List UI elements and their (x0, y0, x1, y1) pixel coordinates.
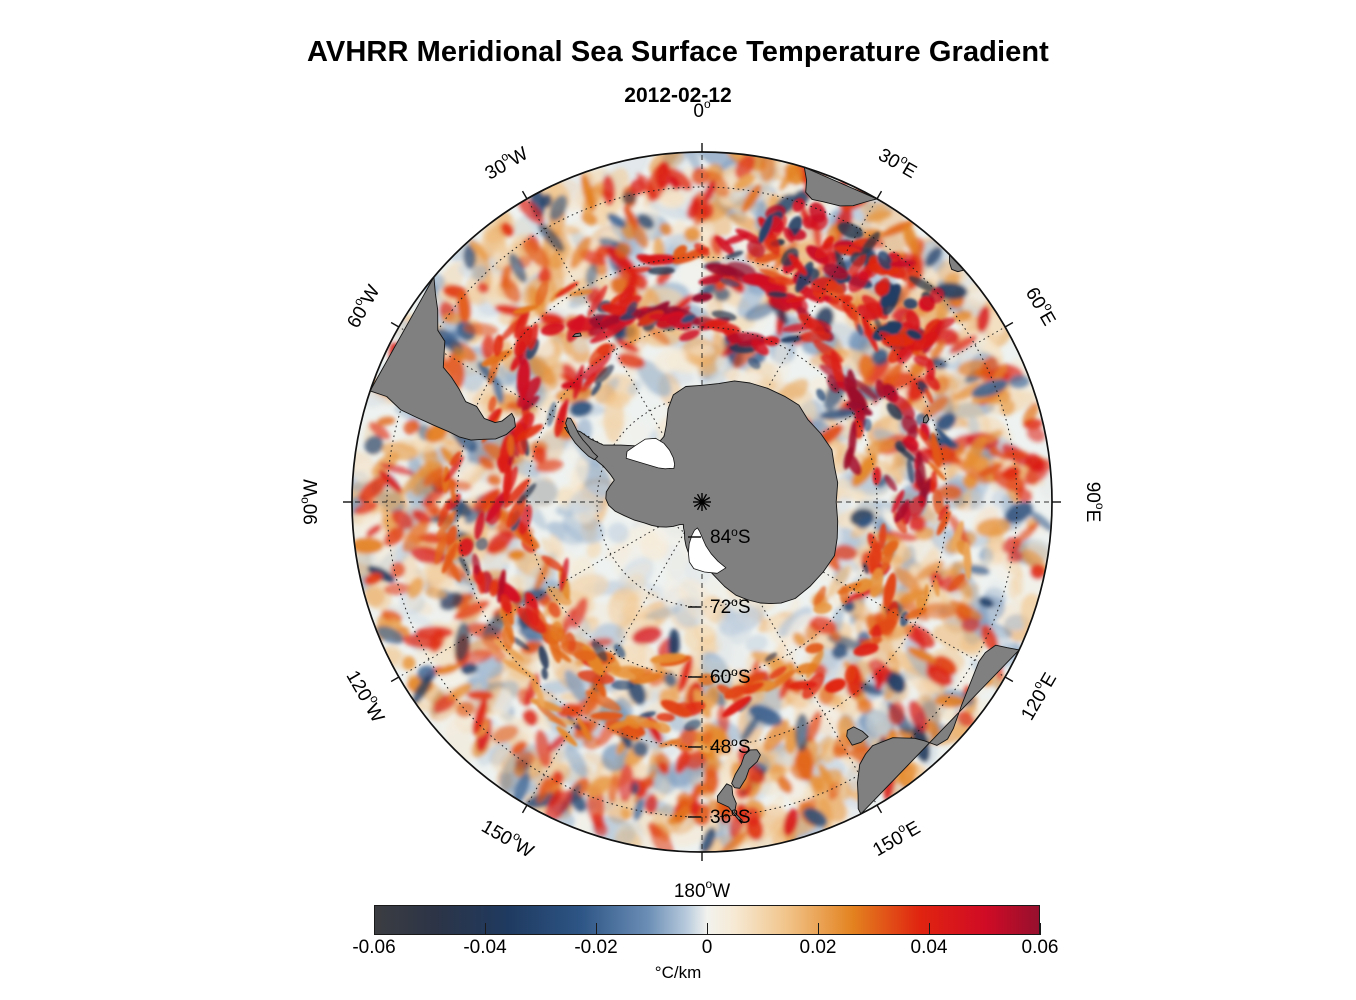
colorbar-tick (928, 923, 930, 935)
colorbar-tick (706, 923, 708, 935)
land-nz_south (731, 749, 761, 789)
land-nz_north (716, 783, 743, 824)
longitude-tick-marks (343, 143, 1061, 861)
colorbar-tick-label: -0.02 (574, 937, 618, 958)
latitude-labels: 84oS 72oS 60oS 48oS 36oS (710, 525, 751, 828)
polar-map: 0o 30oE 60oE 90oE 120oE 150oE 180oW 150oW 120oW 9… (297, 97, 1107, 900)
colorbar-tick-label: 0.06 (1021, 937, 1059, 958)
longitude-label: 180oW (674, 877, 730, 900)
latitude-label: 84oS (710, 525, 751, 548)
colorbar-tick (373, 923, 375, 935)
map-canvas: 0o 30oE 60oE 90oE 120oE 150oE 180oW 150oW 120oW 9… (297, 97, 1107, 900)
longitude-label: 30oE (874, 141, 922, 183)
ice-ronne_ice (625, 437, 675, 470)
ocean-gradient-field (352, 152, 1052, 852)
land-tasmania (846, 726, 869, 746)
land-kerguelen (922, 413, 930, 424)
land-australia (857, 644, 1020, 815)
pole-marker (693, 493, 711, 511)
colorbar-tick-label: -0.04 (463, 937, 507, 958)
longitude-label: 120oE (1014, 667, 1061, 724)
colorbar-tick-label: 0.04 (910, 937, 948, 958)
colorbar-unit-label: °C/km (654, 963, 702, 982)
land-south_america (369, 276, 516, 441)
latitude-label: 36oS (710, 805, 751, 828)
longitude-label: 60oW (340, 280, 384, 332)
colorbar-region: -0.06 -0.04 -0.02 0 0.02 0.04 0.06 °C/km (0, 900, 1356, 1000)
longitude-label: 150oW (478, 813, 539, 863)
colorbar-tick-label: -0.06 (352, 937, 396, 958)
land-peninsula (565, 417, 599, 461)
page-subtitle: 2012-02-12 (624, 84, 732, 107)
land-polygons (369, 166, 1020, 824)
colorbar-tick-label: 0.02 (799, 937, 837, 958)
colorbar-tick-label: 0 (701, 937, 713, 958)
ice-shelf-polygons (625, 437, 727, 574)
coastlines (369, 166, 1020, 824)
longitude-label: 60oE (1021, 282, 1063, 330)
latitude-label: 60oS (710, 665, 751, 688)
acc-front-filaments (434, 197, 972, 753)
latitude-label: 48oS (710, 735, 751, 758)
land-africa (803, 166, 878, 207)
latitude-tick-marks (688, 536, 701, 818)
longitude-label: 30oW (480, 140, 532, 184)
longitude-label: 0o (693, 97, 711, 122)
ice-ross_ice (688, 527, 727, 574)
longitude-label: 90oE (1082, 482, 1107, 523)
colorbar-tick (484, 923, 486, 935)
land-sgeorgia (572, 332, 582, 338)
colorbar-tick (595, 923, 597, 935)
colorbar-tick (1039, 923, 1041, 935)
longitude-label: 90oW (297, 479, 322, 525)
longitude-label: 150oE (867, 814, 924, 861)
longitude-label: 120oW (342, 665, 392, 726)
page-title: AVHRR Meridional Sea Surface Temperature… (307, 36, 1049, 68)
colorbar-tick (817, 923, 819, 935)
latitude-label: 72oS (710, 595, 751, 618)
